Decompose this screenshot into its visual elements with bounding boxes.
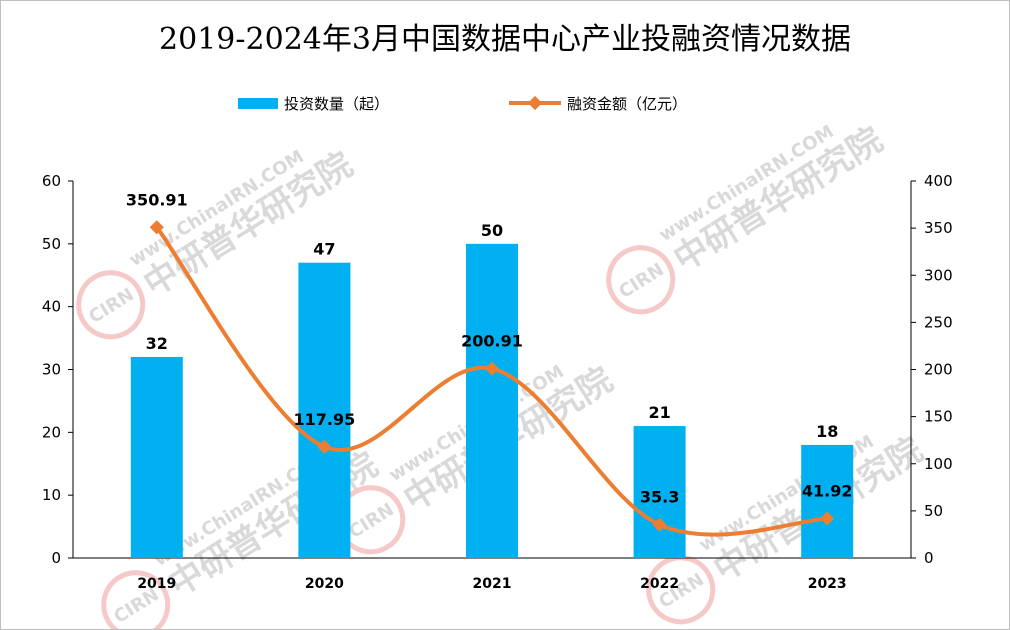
axes: 0 10 20 30 40 50 60 0 50 100 150 200 250 300 350 400 201…	[42, 172, 953, 592]
y-left-tick-label: 10	[42, 486, 61, 504]
legend-label-bar: 投资数量（起）	[284, 95, 389, 113]
y-left-tick-label: 30	[42, 361, 61, 379]
y-right-tick-label: 200	[924, 361, 953, 379]
legend: 投资数量（起） 融资金额（亿元）	[238, 95, 687, 113]
watermark-logo-text: CIRN	[345, 499, 398, 543]
y-right-tick-label: 350	[924, 219, 953, 237]
watermark-logo-ring	[646, 555, 716, 625]
bar-value-label: 50	[481, 221, 503, 240]
line-value-label: 35.3	[640, 488, 679, 507]
line-value-label: 350.91	[126, 190, 188, 209]
bar-value-label: 18	[816, 422, 838, 441]
x-tick-label: 2023	[808, 576, 847, 592]
y-right-tick-label: 150	[924, 408, 953, 426]
y-left-tick-label: 20	[42, 423, 61, 441]
line-point	[820, 511, 835, 526]
line-value-label: 117.95	[294, 410, 356, 429]
line-point	[652, 517, 667, 532]
bar	[466, 243, 518, 559]
line-point	[317, 439, 332, 454]
y-left-tick-label: 60	[42, 172, 61, 190]
bar	[130, 356, 183, 558]
line-point	[484, 361, 500, 376]
y-right-tick-label: 0	[924, 549, 934, 567]
watermark-logo-ring	[76, 270, 146, 340]
y-right-tick-label: 400	[924, 172, 953, 190]
watermark-logo-ring	[101, 570, 171, 629]
chart-title: 2019-2024年3月中国数据中心产业投融资情况数据	[159, 22, 851, 57]
data-labels: 32 47 50 21 18 350.91 117.95 200.91 35.3 41.92	[126, 190, 853, 506]
y-right-tick-label: 300	[924, 266, 953, 284]
line-point	[149, 220, 164, 235]
x-tick-label: 2020	[305, 576, 344, 592]
bar-value-label: 32	[146, 334, 168, 353]
x-tick-label: 2022	[640, 576, 679, 592]
bar	[633, 426, 686, 558]
line-series	[149, 220, 835, 537]
y-left-tick-label: 40	[42, 298, 61, 316]
y-right-tick-label: 50	[924, 502, 943, 520]
legend-marker-line	[527, 95, 543, 111]
y-left-tick-label: 50	[42, 235, 61, 253]
watermark-logo-ring	[606, 245, 676, 315]
x-tick-label: 2019	[137, 576, 176, 592]
legend-swatch-bar	[238, 98, 278, 109]
bar-series	[130, 243, 854, 559]
watermark-logo-text: CIRN	[85, 284, 138, 328]
bar-value-label: 47	[313, 240, 335, 259]
line-value-label: 200.91	[461, 332, 523, 351]
watermark-logo-text: CIRN	[615, 259, 668, 303]
bar	[801, 444, 854, 558]
bar	[298, 262, 351, 558]
x-tick-label: 2021	[473, 576, 512, 592]
y-right-tick-label: 100	[924, 455, 953, 473]
legend-label-line: 融资金额（亿元）	[567, 95, 687, 113]
y-left-tick-label: 0	[51, 549, 61, 567]
bar-value-label: 21	[648, 403, 670, 422]
line-value-label: 41.92	[802, 481, 853, 500]
y-right-tick-label: 250	[924, 313, 953, 331]
